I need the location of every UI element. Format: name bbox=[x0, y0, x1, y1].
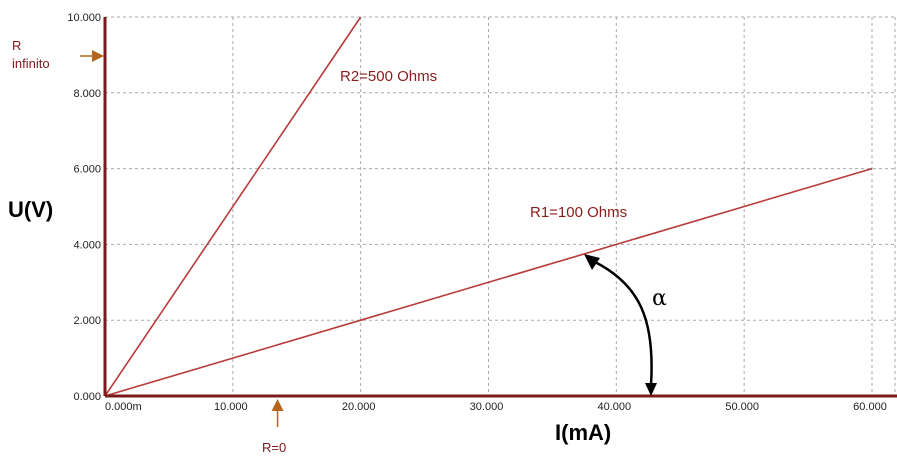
r-infinito-arrow-icon bbox=[80, 50, 104, 62]
y-axis-title: U(V) bbox=[8, 197, 53, 222]
x-tick-label: 10.000 bbox=[214, 401, 248, 413]
angle-arc bbox=[594, 260, 653, 386]
r-zero-label: R=0 bbox=[262, 440, 286, 455]
x-tick-label: 30.000 bbox=[470, 401, 504, 413]
series-line-2 bbox=[104, 16, 362, 397]
tick-labels: 0.000m 10.000 20.000 30.000 40.000 50.000 60.0… bbox=[67, 12, 886, 413]
arrow-head bbox=[92, 50, 104, 62]
r-infinito-label-1: R bbox=[12, 38, 21, 53]
x-axis-title: I(mA) bbox=[555, 420, 611, 445]
r-zero-arrow-icon bbox=[271, 399, 284, 427]
y-tick-label: 4.000 bbox=[73, 239, 101, 251]
arrow-head bbox=[271, 399, 284, 411]
axes bbox=[103, 17, 897, 398]
y-tick-label: 6.000 bbox=[73, 164, 101, 176]
series-label-r2: R2=500 Ohms bbox=[340, 68, 437, 85]
y-tick-label: 2.000 bbox=[73, 315, 101, 327]
series-lines bbox=[104, 16, 873, 397]
x-tick-label: 60.000 bbox=[853, 401, 887, 413]
angle-arrow-icon bbox=[584, 254, 657, 396]
series-line-1 bbox=[104, 167, 873, 397]
y-tick-label: 10.000 bbox=[67, 12, 101, 24]
x-tick-label: 40.000 bbox=[598, 401, 632, 413]
grid bbox=[105, 16, 897, 396]
y-tick-label: 8.000 bbox=[73, 88, 101, 100]
series-label-r1: R1=100 Ohms bbox=[530, 204, 627, 221]
angle-arrowhead-top bbox=[584, 254, 600, 270]
x-tick-label: 0.000m bbox=[105, 401, 142, 413]
r-infinito-label-2: infinito bbox=[12, 56, 50, 71]
y-tick-label: 0.000 bbox=[73, 391, 101, 403]
x-tick-label: 20.000 bbox=[342, 401, 376, 413]
x-tick-label: 50.000 bbox=[725, 401, 759, 413]
angle-alpha-label: α bbox=[652, 286, 667, 311]
angle-arrowhead-bottom bbox=[645, 383, 657, 396]
